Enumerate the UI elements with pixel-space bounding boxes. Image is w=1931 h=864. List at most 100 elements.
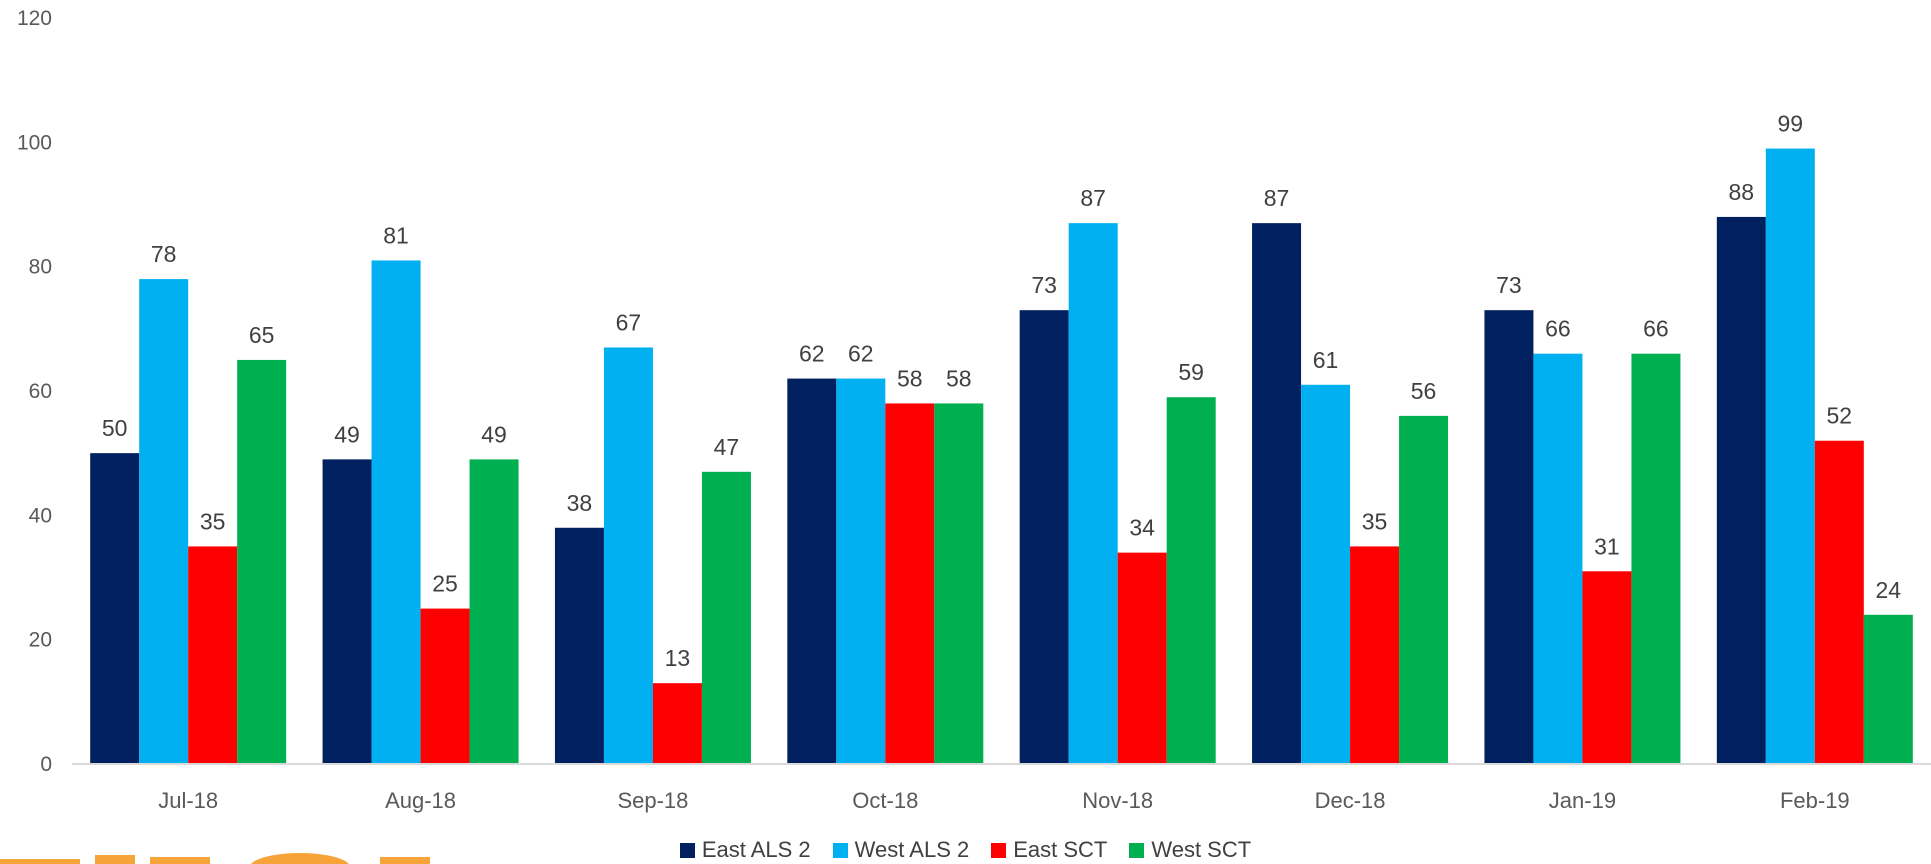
data-label: 24 bbox=[1876, 577, 1902, 603]
bar bbox=[420, 608, 470, 764]
data-label: 38 bbox=[567, 490, 593, 516]
bar bbox=[836, 378, 886, 764]
x-tick-label: Dec-18 bbox=[1315, 788, 1386, 813]
bar bbox=[1399, 415, 1449, 764]
data-label: 58 bbox=[897, 365, 923, 391]
y-axis-ticks: 0 20 40 60 80 100 120 bbox=[17, 7, 52, 776]
data-label: 88 bbox=[1729, 179, 1755, 205]
logo-fragment bbox=[0, 852, 440, 864]
data-label: 49 bbox=[334, 421, 360, 447]
y-tick-label: 80 bbox=[29, 256, 52, 279]
y-tick-label: 120 bbox=[17, 7, 52, 30]
legend-label: East ALS 2 bbox=[701, 837, 811, 862]
data-label: 67 bbox=[616, 309, 642, 335]
data-label: 99 bbox=[1778, 111, 1804, 137]
data-label: 25 bbox=[432, 571, 458, 597]
data-label: 81 bbox=[383, 222, 409, 248]
x-tick-label: Aug-18 bbox=[385, 788, 456, 813]
bar bbox=[1863, 614, 1913, 764]
data-label: 73 bbox=[1496, 272, 1522, 298]
data-label: 62 bbox=[848, 341, 874, 367]
bar bbox=[188, 546, 238, 764]
data-label: 56 bbox=[1411, 378, 1437, 404]
legend-item: West SCT bbox=[1129, 837, 1251, 863]
bar bbox=[90, 453, 140, 764]
legend-label: West ALS 2 bbox=[854, 837, 970, 862]
bar bbox=[1533, 353, 1583, 764]
bars bbox=[90, 148, 1913, 765]
x-tick-label: Oct-18 bbox=[852, 788, 918, 813]
bar bbox=[652, 683, 702, 764]
data-labels: 50 78 35 65 49 81 25 49 38 67 13 47 62 62 58 58 73 87 34 59… bbox=[102, 111, 1901, 672]
legend-label: East SCT bbox=[1013, 837, 1108, 862]
bar bbox=[701, 471, 751, 764]
bar bbox=[1350, 546, 1400, 764]
data-label: 61 bbox=[1313, 347, 1339, 373]
data-label: 73 bbox=[1031, 272, 1057, 298]
bar bbox=[1631, 353, 1681, 764]
bar bbox=[1484, 310, 1534, 764]
logo-arc bbox=[251, 853, 349, 864]
legend-item: East SCT bbox=[991, 837, 1107, 863]
data-label: 87 bbox=[1264, 185, 1290, 211]
bar bbox=[885, 403, 935, 764]
legend-item: West ALS 2 bbox=[832, 837, 970, 863]
y-tick-label: 60 bbox=[29, 380, 52, 403]
y-tick-label: 20 bbox=[29, 629, 52, 652]
data-label: 59 bbox=[1178, 359, 1204, 385]
bar bbox=[787, 378, 837, 764]
logo-bar-4 bbox=[380, 857, 430, 864]
bar bbox=[1765, 148, 1815, 765]
bar bbox=[934, 403, 984, 764]
bar bbox=[371, 260, 421, 764]
data-label: 35 bbox=[1362, 508, 1388, 534]
data-label: 34 bbox=[1129, 515, 1155, 541]
bar bbox=[554, 527, 604, 764]
x-axis-ticks: Jul-18 Aug-18 Sep-18 Oct-18 Nov-18 Dec-18 Jan-… bbox=[158, 788, 1849, 813]
x-tick-label: Sep-18 bbox=[617, 788, 688, 813]
bar bbox=[1716, 216, 1766, 764]
x-tick-label: Feb-19 bbox=[1780, 788, 1850, 813]
y-tick-label: 0 bbox=[40, 753, 52, 776]
bar bbox=[1252, 223, 1302, 764]
bar bbox=[237, 359, 287, 764]
legend-swatch bbox=[679, 842, 695, 858]
data-label: 62 bbox=[799, 341, 825, 367]
data-label: 87 bbox=[1080, 185, 1106, 211]
legend-swatch bbox=[1129, 842, 1145, 858]
y-tick-label: 100 bbox=[17, 131, 52, 154]
data-label: 47 bbox=[714, 434, 740, 460]
data-label: 58 bbox=[946, 365, 972, 391]
legend-swatch bbox=[991, 842, 1007, 858]
bar bbox=[1301, 384, 1351, 764]
data-label: 50 bbox=[102, 415, 128, 441]
bar bbox=[469, 459, 519, 764]
legend: East ALS 2 West ALS 2 East SCT West SCT bbox=[0, 836, 1931, 864]
logo-shape bbox=[0, 853, 430, 864]
x-tick-label: Jul-18 bbox=[158, 788, 218, 813]
logo-bar-3 bbox=[150, 857, 210, 864]
data-label: 49 bbox=[481, 421, 507, 447]
data-label: 65 bbox=[249, 322, 275, 348]
bar bbox=[1068, 223, 1118, 764]
bar bbox=[322, 459, 372, 764]
bar bbox=[603, 347, 653, 764]
x-tick-label: Nov-18 bbox=[1082, 788, 1153, 813]
logo-bar-1 bbox=[0, 859, 80, 864]
bar bbox=[1814, 440, 1864, 764]
data-label: 31 bbox=[1594, 533, 1620, 559]
bar bbox=[139, 279, 189, 764]
legend-label: West SCT bbox=[1151, 837, 1252, 862]
bar bbox=[1166, 397, 1216, 764]
logo-bar-2 bbox=[95, 855, 135, 864]
data-label: 66 bbox=[1545, 316, 1571, 342]
legend-item: East ALS 2 bbox=[679, 837, 811, 863]
data-label: 66 bbox=[1643, 316, 1669, 342]
data-label: 35 bbox=[200, 508, 226, 534]
data-label: 13 bbox=[665, 645, 691, 671]
data-label: 78 bbox=[151, 241, 177, 267]
legend-swatch bbox=[832, 842, 848, 858]
bar bbox=[1019, 310, 1069, 764]
x-tick-label: Jan-19 bbox=[1549, 788, 1616, 813]
